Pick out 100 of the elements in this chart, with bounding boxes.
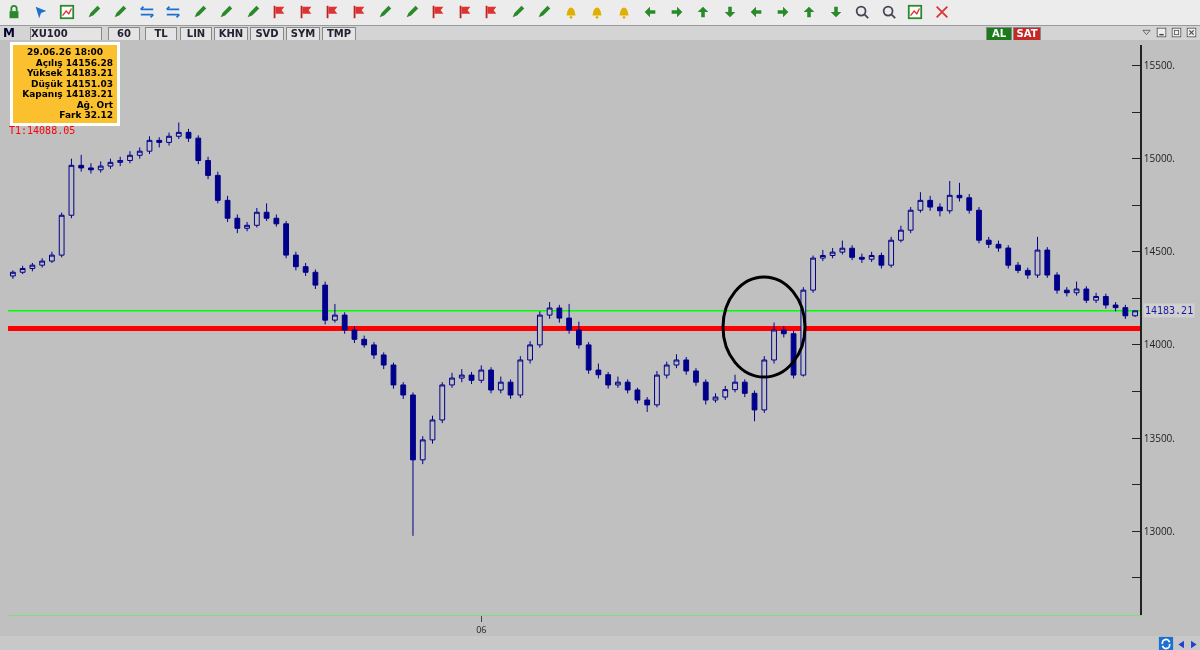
candlestick	[341, 311, 348, 335]
candlestick	[546, 301, 553, 320]
candlestick	[1005, 244, 1012, 270]
y-tick-label: 14500.	[1143, 244, 1175, 259]
candlestick	[956, 182, 963, 202]
candlestick	[390, 362, 397, 390]
x-tick-label: 06	[476, 622, 487, 636]
candlestick	[253, 207, 260, 229]
candlestick	[780, 325, 787, 338]
annotation: Fark 32.12	[58, 110, 113, 121]
candlestick	[97, 160, 104, 174]
candlestick	[166, 132, 172, 147]
annotation: Açılış 14156.28	[34, 57, 113, 68]
candlestick	[273, 214, 280, 228]
candlestick	[1015, 261, 1021, 274]
candlestick	[78, 154, 85, 173]
annotation: Düşük 14151.03	[30, 78, 113, 89]
candlestick	[898, 225, 904, 243]
candlestick	[429, 415, 436, 445]
candlestick	[117, 156, 124, 167]
candlestick	[585, 341, 592, 375]
candlestick	[1122, 304, 1129, 320]
candlestick	[644, 396, 651, 413]
text: TL	[145, 27, 177, 41]
candlestick	[819, 249, 826, 262]
candlestick	[1093, 292, 1099, 304]
candlestick	[829, 247, 836, 259]
candlestick	[283, 220, 290, 259]
y-tick-label: 14000.	[1143, 337, 1175, 352]
candlestick	[615, 376, 621, 389]
candlestick	[1054, 271, 1060, 295]
candlestick	[332, 303, 338, 324]
candlestick	[595, 363, 602, 379]
candlestick	[917, 191, 924, 214]
candlestick	[732, 374, 738, 393]
candlestick	[946, 180, 953, 215]
candlestick	[224, 195, 231, 223]
candlestick	[468, 371, 475, 385]
candlestick	[244, 221, 250, 232]
annotation: Yüksek 14183.21	[25, 68, 113, 79]
candlestick	[693, 367, 699, 387]
candlestick	[156, 136, 163, 148]
candlestick	[566, 303, 573, 335]
candlestick	[634, 387, 641, 405]
y-tick-label: 15500.	[1143, 57, 1175, 72]
candlestick	[458, 368, 465, 383]
y-tick-label: 13500.	[1143, 430, 1175, 445]
candlestick	[380, 351, 387, 370]
annotation: 29.06.26 18:00	[25, 47, 105, 58]
y-tick-label: 13000.	[1143, 523, 1175, 538]
candlestick	[849, 244, 856, 261]
candlestick	[517, 355, 524, 399]
candlestick	[966, 193, 973, 215]
candlestick	[556, 304, 563, 324]
candlestick	[322, 281, 329, 325]
text: AL	[986, 27, 1012, 41]
candlestick	[1132, 310, 1139, 318]
candlestick	[868, 251, 875, 263]
candlestick	[536, 310, 543, 349]
candlestick	[88, 162, 94, 175]
candlestick	[68, 158, 75, 219]
candlestick	[888, 236, 895, 269]
candlestick	[185, 128, 192, 143]
annotation: Kapanış 14183.21	[21, 89, 113, 100]
candlestick	[361, 335, 368, 349]
candlestick	[507, 378, 514, 400]
candlestick	[741, 378, 748, 398]
candlestick	[937, 202, 943, 217]
candlestick	[478, 364, 485, 384]
text: SAT	[1013, 27, 1041, 41]
candlestick	[205, 156, 211, 180]
candlestick	[449, 372, 455, 389]
candlestick	[771, 322, 777, 365]
candlestick	[439, 381, 446, 424]
candlestick	[976, 206, 982, 244]
candlestick	[575, 321, 582, 350]
candlestick	[722, 385, 729, 401]
candlestick	[1083, 285, 1090, 304]
candlestick	[302, 262, 309, 277]
candlestick	[702, 378, 709, 406]
text: SYM	[286, 27, 320, 41]
ref-line-label: 14183.21	[1145, 305, 1194, 316]
candlestick	[29, 262, 36, 272]
chart-title: XU100	[30, 27, 102, 41]
candlestick	[624, 378, 631, 394]
candlestick	[400, 381, 407, 400]
candlestick	[39, 257, 46, 269]
candlestick	[673, 353, 680, 369]
text: M	[3, 26, 15, 40]
candlestick	[1024, 267, 1031, 280]
candlestick	[9, 269, 16, 280]
text: 60	[108, 27, 140, 41]
candlestick	[527, 340, 533, 365]
candlestick	[127, 150, 133, 164]
candlestick	[605, 371, 612, 390]
candlestick	[49, 251, 55, 264]
candlestick	[1063, 286, 1070, 297]
candlestick	[195, 134, 202, 165]
ref-line-label: T1:14088.05	[9, 125, 76, 136]
candlestick	[488, 366, 494, 394]
